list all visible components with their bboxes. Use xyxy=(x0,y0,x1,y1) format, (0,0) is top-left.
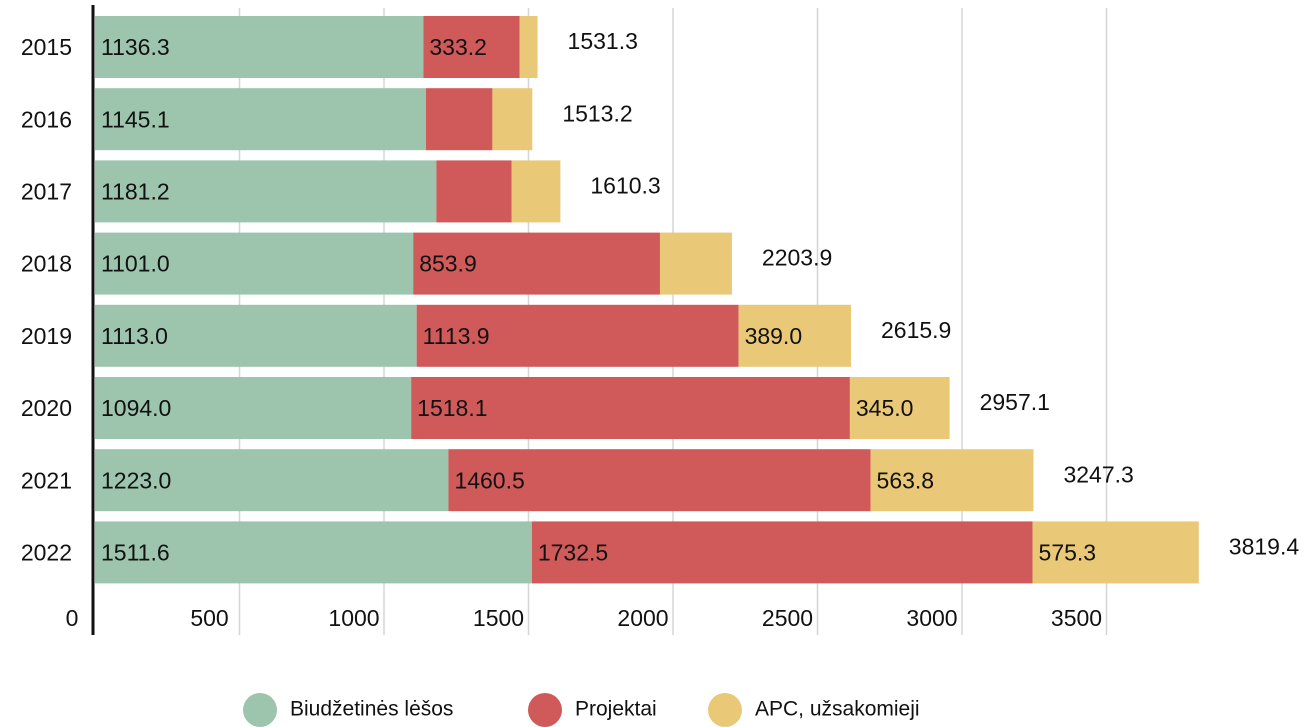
bar-segment xyxy=(411,377,850,439)
bar-segment xyxy=(531,521,1033,584)
bar-segment xyxy=(849,377,950,439)
legend-label: Projektai xyxy=(575,698,657,721)
x-tick-label: 3000 xyxy=(906,605,957,631)
data-label: 1113.0 xyxy=(101,323,168,349)
bar-segment xyxy=(519,16,538,78)
x-tick-label: 0 xyxy=(66,605,79,631)
legend-marker xyxy=(708,693,742,727)
x-tick-label: 2000 xyxy=(617,605,668,631)
bar-segment xyxy=(416,304,739,367)
bar-segment xyxy=(425,88,493,151)
data-label: 1101.0 xyxy=(101,251,170,277)
bar-segment xyxy=(738,304,851,367)
y-tick-label: 2020 xyxy=(21,395,72,421)
y-tick-label: 2021 xyxy=(21,467,72,493)
bar-segment xyxy=(95,16,424,78)
total-label: 3819.4 xyxy=(1229,533,1300,559)
data-label: 333.2 xyxy=(429,34,487,60)
data-label: 1511.6 xyxy=(101,539,170,565)
data-label: 1145.1 xyxy=(101,106,170,132)
bar-segment xyxy=(95,88,426,151)
data-label: 563.8 xyxy=(877,467,935,493)
bar-segment xyxy=(95,160,437,223)
x-tick-label: 1000 xyxy=(328,605,379,631)
x-tick-label: 2500 xyxy=(762,605,813,631)
bar-segment xyxy=(413,232,660,295)
data-label: 853.9 xyxy=(419,251,477,277)
y-tick-label: 2019 xyxy=(21,323,72,349)
total-label: 1513.2 xyxy=(562,100,632,126)
bar-segment xyxy=(95,521,532,584)
legend-label: Biudžetinės lėšos xyxy=(290,698,453,721)
legend-label: APC, užsakomieji xyxy=(755,698,920,721)
data-label: 1136.3 xyxy=(101,34,170,60)
bar-segment xyxy=(95,232,414,295)
bar-segment xyxy=(95,449,449,512)
total-label: 1531.3 xyxy=(568,28,638,54)
bar-segment xyxy=(95,377,412,439)
bar-segment xyxy=(511,160,561,223)
data-label: 345.0 xyxy=(856,395,914,421)
data-label: 1181.2 xyxy=(101,178,170,204)
total-label: 3247.3 xyxy=(1063,461,1133,487)
y-tick-label: 2016 xyxy=(21,106,72,132)
total-label: 1610.3 xyxy=(590,172,660,198)
data-label: 1113.9 xyxy=(423,323,490,349)
bar-segment xyxy=(492,88,533,151)
legend-marker xyxy=(243,693,277,727)
data-label: 1732.5 xyxy=(538,539,608,565)
data-label: 389.0 xyxy=(745,323,803,349)
y-tick-label: 2017 xyxy=(21,178,72,204)
bar-segment xyxy=(95,304,417,367)
bar-segment xyxy=(870,449,1034,512)
data-label: 575.3 xyxy=(1039,539,1097,565)
data-label: 1094.0 xyxy=(101,395,171,421)
total-label: 2615.9 xyxy=(881,317,951,343)
total-label: 2957.1 xyxy=(980,389,1050,415)
data-label: 1460.5 xyxy=(454,467,524,493)
x-tick-label: 500 xyxy=(190,605,228,631)
total-label: 2203.9 xyxy=(762,245,832,271)
y-tick-label: 2015 xyxy=(21,34,72,60)
bar-segment xyxy=(448,449,871,512)
x-tick-label: 1500 xyxy=(473,605,524,631)
y-tick-label: 2018 xyxy=(21,251,72,277)
data-label: 1223.0 xyxy=(101,467,171,493)
bar-segment xyxy=(1032,521,1199,584)
bar-segment xyxy=(436,160,512,223)
y-tick-label: 2022 xyxy=(21,539,72,565)
bar-segment xyxy=(423,16,520,78)
x-tick-label: 3500 xyxy=(1051,605,1102,631)
data-label: 1518.1 xyxy=(417,395,487,421)
legend-marker xyxy=(528,693,562,727)
bar-segment xyxy=(659,232,732,295)
